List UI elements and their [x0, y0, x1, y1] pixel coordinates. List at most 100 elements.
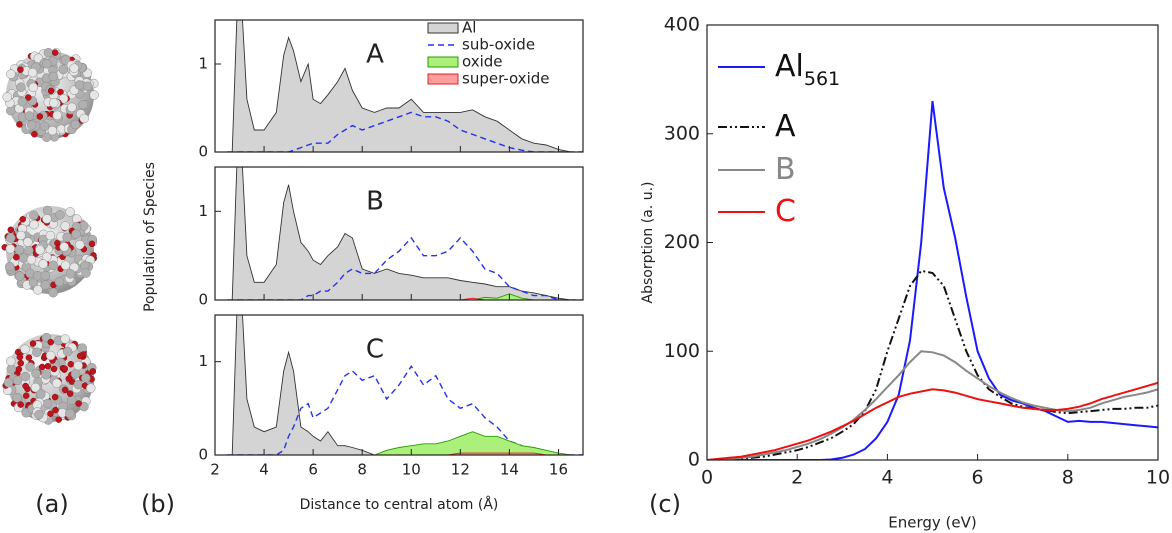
- oxygen-atom: [17, 66, 24, 73]
- x-tick-label: 12: [451, 461, 470, 479]
- al-atom: [24, 245, 34, 256]
- oxygen-atom: [16, 121, 23, 128]
- x-tick-label: 0: [701, 467, 713, 489]
- al-atom: [66, 395, 77, 405]
- al-atom: [31, 368, 41, 379]
- x-tick-label: 10: [1146, 467, 1170, 489]
- series-area: [227, 431, 583, 455]
- al-atom: [20, 371, 31, 382]
- oxygen-atom: [29, 340, 37, 347]
- al-atom: [79, 113, 89, 124]
- al-atom: [71, 229, 81, 239]
- al-atom: [65, 408, 75, 419]
- x-tick-label: 6: [308, 461, 318, 479]
- y-tick-label: 0: [688, 449, 700, 471]
- panel-label: (a): [35, 490, 68, 518]
- oxygen-atom: [31, 130, 38, 138]
- x-tick-label: 4: [259, 461, 269, 479]
- x-axis-label: Energy (eV): [888, 514, 976, 532]
- plot-area: [707, 100, 1158, 460]
- series-line: [707, 269, 1158, 460]
- al-atom: [60, 334, 70, 344]
- al-atom: [26, 120, 37, 130]
- al-atom: [75, 239, 85, 250]
- series-line: [707, 100, 1158, 460]
- al-atom: [49, 98, 59, 108]
- al-atom: [70, 369, 81, 379]
- legend-name: Al: [775, 49, 804, 84]
- oxygen-atom: [67, 360, 75, 368]
- legend-label: A: [775, 109, 796, 144]
- al-atom: [17, 97, 28, 107]
- oxygen-atom: [25, 354, 33, 361]
- x-tick-label: 8: [1062, 467, 1074, 489]
- y-tick-label: 400: [664, 14, 700, 36]
- plot-area: [227, 315, 583, 455]
- oxygen-atom: [66, 390, 74, 397]
- y-axis-label: Absorption (a. u.): [640, 182, 656, 304]
- al-atom: [60, 260, 71, 271]
- al-atom: [27, 67, 38, 78]
- y-tick-label: 1: [198, 202, 208, 220]
- al-atom: [54, 277, 65, 287]
- al-atom: [36, 389, 46, 399]
- al-atom: [6, 356, 16, 366]
- legend-swatch: [427, 22, 459, 34]
- x-tick-label: 6: [972, 467, 984, 489]
- al-atom: [15, 271, 25, 281]
- al-atom: [60, 221, 70, 231]
- al-atom: [45, 230, 56, 241]
- al-atom: [18, 253, 29, 263]
- al-atom: [48, 287, 58, 298]
- al-atom: [5, 244, 16, 254]
- oxygen-atom: [47, 338, 55, 346]
- x-tick-label: 4: [881, 467, 893, 489]
- y-tick-label: 0: [198, 446, 208, 464]
- x-tick-label: 14: [500, 461, 519, 479]
- chart-title: A: [366, 40, 384, 70]
- al-atom: [16, 82, 26, 92]
- series-area: [227, 315, 583, 455]
- al-atom: [55, 210, 65, 220]
- series-line: [227, 365, 583, 455]
- oxygen-atom: [61, 386, 69, 394]
- al-atom: [43, 47, 54, 58]
- chart-title: B: [366, 187, 384, 217]
- oxygen-atom: [50, 365, 58, 373]
- x-tick-label: 2: [791, 467, 803, 489]
- legend-label: Al: [462, 19, 476, 37]
- chart-title: C: [366, 335, 384, 365]
- al-atom: [78, 99, 88, 110]
- al-atom: [77, 343, 88, 353]
- al-atom: [41, 132, 52, 143]
- legend-name: A: [775, 109, 796, 144]
- al-atom: [42, 214, 52, 224]
- oxygen-atom: [16, 353, 24, 361]
- nanoparticle-images: [1, 47, 99, 425]
- al-atom: [34, 409, 44, 420]
- y-tick-label: 100: [664, 340, 700, 362]
- al-atom: [2, 92, 12, 102]
- x-tick-label: 16: [549, 461, 568, 479]
- al-atom: [40, 280, 51, 290]
- al-atom: [12, 375, 23, 386]
- al-atom: [89, 90, 99, 100]
- x-tick-label: 2: [210, 461, 220, 479]
- oxygen-atom: [75, 400, 82, 407]
- oxygen-atom: [22, 382, 29, 390]
- al-atom: [29, 219, 39, 230]
- al-atom: [81, 373, 91, 383]
- oxygen-atom: [47, 87, 55, 95]
- y-tick-label: 300: [664, 122, 700, 144]
- y-axis-label: Population of Species: [142, 162, 158, 312]
- plot-area: [227, 167, 583, 300]
- al-atom: [29, 210, 39, 221]
- al-atom: [6, 69, 16, 79]
- plot-frame: [214, 314, 584, 456]
- legend-name: B: [775, 152, 796, 187]
- oxygen-atom: [51, 49, 59, 56]
- al-atom: [42, 205, 53, 216]
- series-line: [707, 350, 1158, 460]
- series-line: [707, 381, 1158, 460]
